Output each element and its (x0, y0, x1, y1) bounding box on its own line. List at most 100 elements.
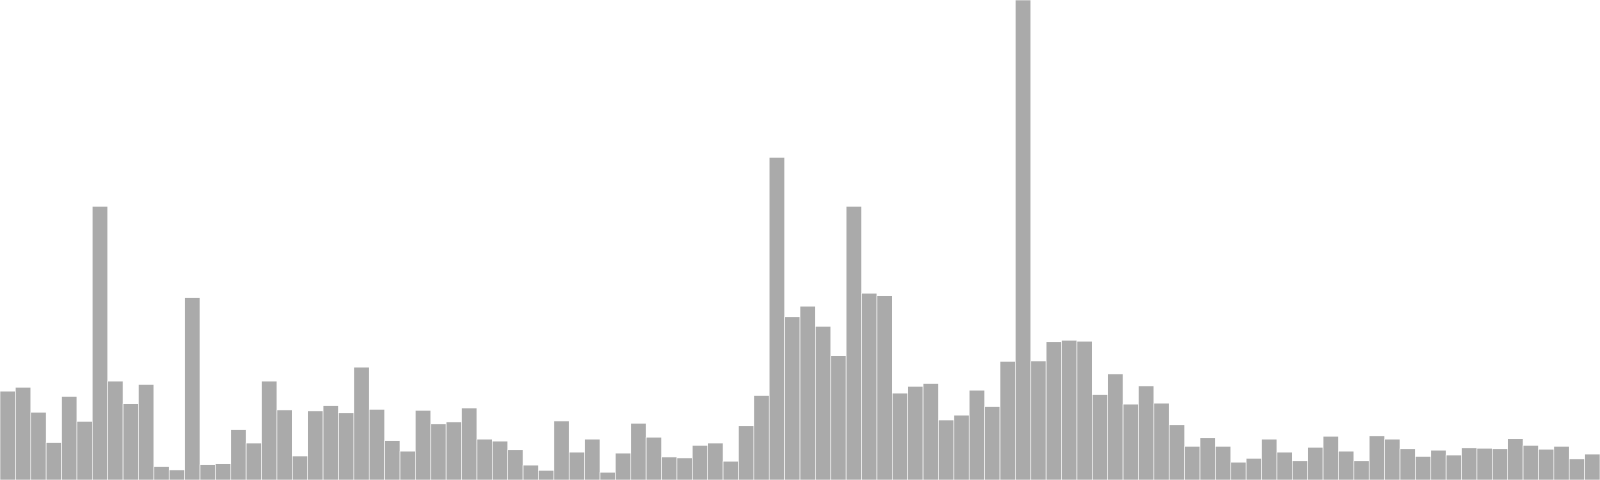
bar (584, 438, 601, 480)
bar (153, 466, 170, 480)
bar (1338, 450, 1355, 480)
bar (245, 442, 262, 480)
bar (876, 295, 893, 480)
bar (907, 386, 924, 480)
bar (784, 316, 801, 480)
bar (1107, 373, 1124, 480)
bar (353, 366, 370, 480)
bar (1568, 458, 1585, 480)
bar (538, 470, 555, 480)
bar (1399, 448, 1416, 480)
bar (368, 409, 385, 480)
bar (799, 305, 816, 480)
bar (1215, 446, 1232, 480)
bar (1307, 447, 1324, 480)
bar (1553, 446, 1570, 480)
bar (1461, 447, 1478, 480)
bar (1015, 0, 1032, 480)
bar (953, 414, 970, 480)
bar (1353, 460, 1370, 480)
bar (1476, 448, 1493, 480)
bar (984, 406, 1001, 480)
bar (1261, 438, 1278, 480)
bar (1430, 449, 1447, 480)
bar (968, 389, 985, 480)
bar (30, 412, 47, 480)
bar (1045, 341, 1062, 480)
bar (461, 407, 478, 480)
bar (338, 412, 355, 480)
bar (230, 429, 247, 480)
bar (1092, 394, 1108, 480)
bar (0, 390, 16, 480)
bar (1138, 385, 1155, 480)
bar (1384, 438, 1401, 480)
bar (1368, 435, 1385, 480)
bar (92, 206, 108, 480)
bar (1292, 460, 1308, 480)
bar (215, 463, 232, 480)
bar (1199, 437, 1216, 480)
bar (645, 436, 662, 480)
bar (1415, 456, 1432, 480)
bar (568, 451, 585, 480)
bar (1538, 448, 1555, 480)
bar (892, 392, 908, 480)
bar (599, 472, 616, 480)
bar (138, 384, 155, 480)
bar (1322, 436, 1339, 480)
bar (1445, 454, 1462, 480)
bar (292, 455, 308, 480)
bar (815, 326, 832, 480)
bar (168, 469, 185, 480)
bar (738, 425, 755, 480)
bar (768, 157, 785, 480)
bar (922, 383, 939, 480)
bar (1061, 340, 1078, 480)
bar (399, 450, 416, 480)
bar (445, 421, 462, 480)
bar (1522, 445, 1539, 480)
bar (1276, 451, 1293, 480)
bar (722, 460, 739, 480)
bar (107, 380, 124, 480)
bar (692, 445, 708, 480)
bar (476, 438, 493, 480)
bar (522, 464, 539, 480)
bar (184, 297, 201, 480)
bar (507, 449, 524, 480)
bar (307, 410, 324, 480)
bar (753, 395, 770, 480)
bar (676, 457, 693, 480)
bar (553, 420, 570, 480)
bar (61, 396, 78, 480)
bar (322, 405, 339, 480)
bar (1507, 438, 1524, 480)
bar (45, 442, 62, 480)
bar (861, 292, 878, 480)
bar (76, 421, 93, 480)
bar (615, 452, 632, 480)
bar (1168, 424, 1185, 480)
bar (492, 440, 508, 480)
bar (276, 409, 293, 480)
bar (261, 380, 278, 480)
bar (830, 355, 847, 480)
bar (199, 464, 216, 480)
bar (384, 440, 401, 480)
bar (999, 361, 1016, 480)
bar (1245, 458, 1262, 480)
bar (1122, 403, 1139, 480)
bar (122, 403, 139, 480)
bar (1153, 402, 1170, 480)
bar (1184, 446, 1201, 480)
bar (1492, 448, 1508, 480)
bar (1076, 340, 1093, 480)
bar (707, 442, 724, 480)
bar (661, 456, 678, 480)
bar (1030, 360, 1047, 480)
bar (845, 206, 862, 480)
